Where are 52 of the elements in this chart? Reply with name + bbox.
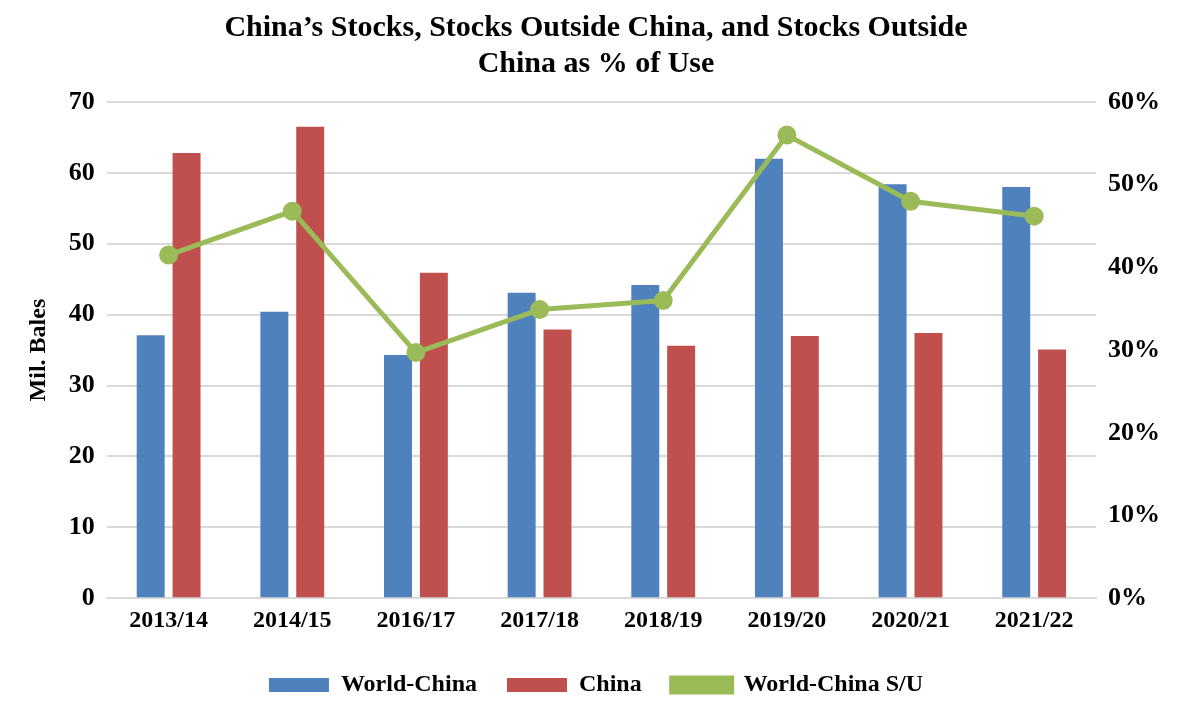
legend-label: World-China — [340, 670, 477, 697]
point — [406, 343, 426, 363]
x-tick-label: 2018/19 — [623, 605, 703, 632]
bar — [878, 184, 907, 598]
y-tick-label: 20 — [68, 440, 95, 470]
bar — [631, 284, 660, 598]
y2-tick-label: 0% — [1108, 581, 1147, 611]
bar — [790, 335, 819, 598]
y-axis-title: Mil. Bales — [23, 298, 50, 402]
x-tick-label: 2013/14 — [129, 605, 208, 632]
y-tick-label: 50 — [68, 227, 95, 257]
point — [530, 300, 550, 320]
bar — [667, 345, 696, 598]
y2-tick-label: 50% — [1108, 168, 1160, 198]
bar — [914, 333, 943, 598]
point — [1024, 206, 1044, 226]
bar — [384, 355, 412, 598]
chart-title: China’s Stocks, Stocks Outside China, and Stocks Outside China as % of Use — [224, 8, 968, 78]
point — [901, 191, 921, 211]
bar — [754, 158, 783, 598]
x-tick-label: 2019/20 — [747, 605, 827, 632]
y2-tick-label: 30% — [1108, 333, 1160, 363]
bar — [507, 292, 536, 598]
bar — [296, 126, 325, 598]
y-tick-label: 60 — [68, 156, 95, 186]
y-tick-label: 10 — [68, 511, 95, 541]
bar — [1038, 349, 1067, 598]
point — [282, 201, 302, 221]
y2-tick-label: 10% — [1108, 499, 1160, 529]
x-tick-label: 2017/18 — [500, 605, 579, 632]
y2-tick-label: 20% — [1108, 416, 1160, 446]
y2-tick-label: 40% — [1108, 251, 1160, 281]
x-tick-label: 2016/17 — [376, 605, 456, 632]
y-tick-label: 40 — [68, 298, 95, 328]
bar — [419, 272, 448, 598]
bar — [172, 153, 201, 598]
bar — [136, 335, 165, 598]
point — [653, 290, 673, 310]
y-tick-label: 70 — [68, 85, 95, 115]
legend-label: China — [578, 670, 642, 697]
y-tick-label: 0 — [81, 581, 95, 611]
y-tick-label: 30 — [68, 369, 95, 399]
x-tick-label: 2020/21 — [871, 605, 950, 632]
x-tick-label: 2021/22 — [994, 605, 1074, 632]
point — [159, 245, 179, 265]
point — [777, 125, 797, 145]
bar — [260, 311, 289, 598]
y2-tick-label: 60% — [1108, 85, 1160, 115]
bar — [1002, 187, 1031, 598]
x-tick-label: 2014/15 — [252, 605, 332, 632]
legend-label: World-China S/U — [743, 670, 924, 697]
bar — [543, 329, 572, 598]
